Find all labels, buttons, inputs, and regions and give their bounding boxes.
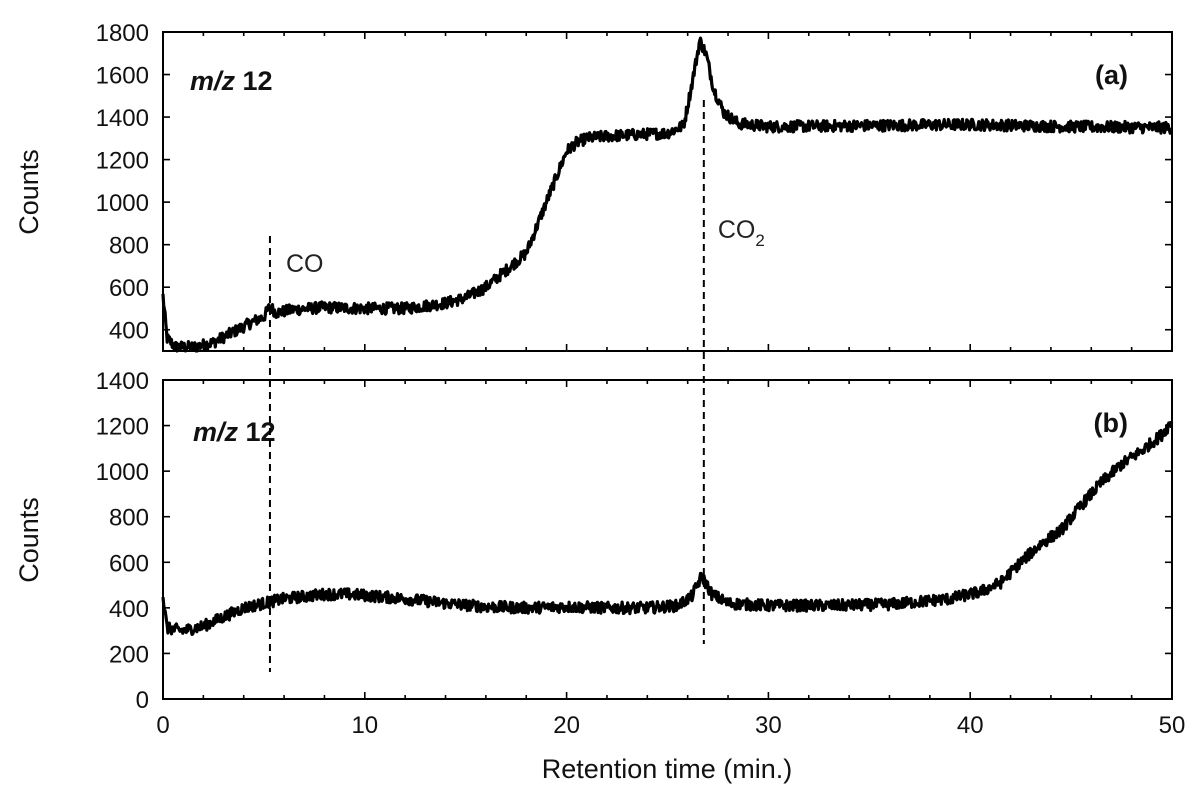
panel-a-frame bbox=[162, 31, 1173, 352]
panel-a-y-tick-label: 1000 bbox=[96, 190, 149, 217]
panel-a-ion-label-number: 12 bbox=[235, 66, 273, 96]
panel-a-y-tick-label: 1400 bbox=[96, 105, 149, 132]
panel-b-y-tick-label: 200 bbox=[109, 641, 149, 668]
panel-b: 0 200 400 600 800 1000 1200 1400 0 10 20 30 40 50 Cou… bbox=[14, 368, 1185, 784]
panel-b-y-tick-label: 0 bbox=[136, 687, 149, 714]
co-peak-label: CO bbox=[286, 250, 324, 278]
panel-a-y-tick-label: 1800 bbox=[96, 20, 149, 47]
panel-a-y-tick-label: 1200 bbox=[96, 148, 149, 175]
panel-b-y-tick-label: 600 bbox=[109, 550, 149, 577]
panel-a-y-axis-title: Counts bbox=[14, 149, 44, 235]
panel-b-y-tick-label: 1000 bbox=[96, 459, 149, 486]
panel-a-y-tick-label: 800 bbox=[109, 233, 149, 260]
panel-a-y-tick-label: 600 bbox=[109, 275, 149, 302]
x-tick-label: 20 bbox=[553, 712, 580, 739]
panel-b-y-tick-label: 1200 bbox=[96, 414, 149, 441]
panel-a-counts-trace bbox=[161, 36, 1174, 353]
panel-a-axis-ticks: 400 600 800 1000 1200 1400 1600 1800 bbox=[96, 20, 1173, 351]
panel-b-y-tick-label: 400 bbox=[109, 596, 149, 623]
panel-b-y-axis-title: Counts bbox=[14, 497, 44, 583]
panel-b-counts-trace bbox=[161, 421, 1174, 636]
panel-a-ion-label: m/z 12 bbox=[190, 66, 273, 96]
x-tick-label: 50 bbox=[1159, 712, 1186, 739]
panel-b-frame bbox=[162, 379, 1173, 700]
retention-markers: CO CO2 bbox=[268, 100, 765, 672]
panel-b-ion-label-mz: m/z bbox=[193, 417, 239, 447]
x-tick-label: 0 bbox=[156, 712, 169, 739]
panel-a: 400 600 800 1000 1200 1400 1600 1800 Counts m/z… bbox=[14, 20, 1174, 353]
panel-a-y-tick-label: 1600 bbox=[96, 63, 149, 90]
panel-b-axis-ticks: 0 200 400 600 800 1000 1200 1400 0 10 20 30 40 50 bbox=[96, 368, 1186, 739]
co2-label-main: CO bbox=[718, 216, 756, 244]
panel-b-ion-label: m/z 12 bbox=[193, 417, 276, 447]
panel-a-ion-label-mz: m/z bbox=[190, 66, 236, 96]
co2-label-subscript: 2 bbox=[755, 231, 764, 250]
x-tick-label: 40 bbox=[957, 712, 984, 739]
panel-b-letter-label: (b) bbox=[1094, 408, 1128, 438]
x-axis-title: Retention time (min.) bbox=[542, 754, 793, 784]
panel-a-letter-label: (a) bbox=[1095, 60, 1128, 90]
panel-b-y-tick-label: 1400 bbox=[96, 368, 149, 395]
x-tick-label: 30 bbox=[755, 712, 782, 739]
panel-b-y-tick-label: 800 bbox=[109, 505, 149, 532]
co2-peak-label: CO2 bbox=[718, 216, 765, 250]
x-tick-label: 10 bbox=[351, 712, 378, 739]
panel-a-y-tick-label: 400 bbox=[109, 318, 149, 345]
